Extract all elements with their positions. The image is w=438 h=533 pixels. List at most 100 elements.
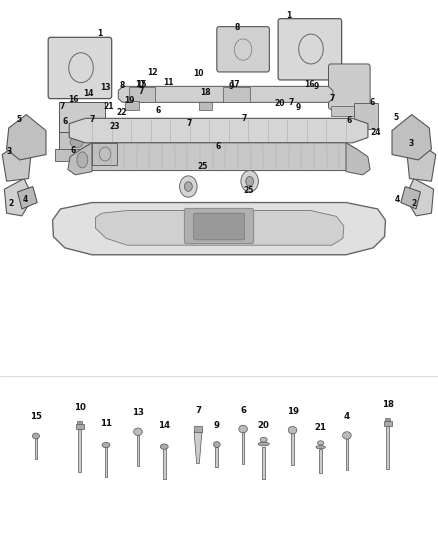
Ellipse shape bbox=[260, 437, 267, 442]
Circle shape bbox=[184, 182, 192, 191]
Bar bbox=[346, 438, 348, 470]
Bar bbox=[35, 438, 37, 459]
Polygon shape bbox=[18, 187, 37, 209]
Text: 18: 18 bbox=[381, 400, 394, 409]
Bar bbox=[291, 433, 294, 465]
Text: 14: 14 bbox=[158, 421, 170, 430]
Text: 12: 12 bbox=[147, 68, 158, 77]
Bar bbox=[137, 434, 139, 466]
FancyBboxPatch shape bbox=[328, 64, 370, 109]
FancyBboxPatch shape bbox=[184, 208, 254, 244]
Text: 7: 7 bbox=[89, 116, 95, 124]
Text: 6: 6 bbox=[347, 117, 352, 125]
Text: 22: 22 bbox=[117, 109, 127, 117]
Text: 20: 20 bbox=[258, 421, 270, 430]
Ellipse shape bbox=[316, 446, 325, 449]
Ellipse shape bbox=[77, 152, 88, 168]
Text: 2: 2 bbox=[412, 199, 417, 208]
Circle shape bbox=[241, 171, 258, 192]
Text: 9: 9 bbox=[214, 421, 220, 430]
Ellipse shape bbox=[134, 428, 142, 435]
Polygon shape bbox=[407, 144, 436, 181]
Text: 7: 7 bbox=[187, 119, 192, 128]
Bar bbox=[319, 449, 322, 473]
Text: 3: 3 bbox=[6, 148, 11, 156]
Text: 8: 8 bbox=[119, 81, 124, 90]
Polygon shape bbox=[2, 144, 31, 181]
Text: 11: 11 bbox=[163, 78, 174, 86]
Text: 14: 14 bbox=[83, 89, 94, 98]
FancyBboxPatch shape bbox=[199, 102, 212, 110]
Bar bbox=[215, 447, 218, 467]
Text: 21: 21 bbox=[103, 102, 114, 111]
Polygon shape bbox=[68, 143, 92, 175]
Text: 9: 9 bbox=[229, 82, 234, 91]
Ellipse shape bbox=[258, 442, 269, 446]
Text: 13: 13 bbox=[100, 84, 110, 92]
Text: 17: 17 bbox=[229, 80, 240, 88]
FancyBboxPatch shape bbox=[129, 87, 155, 102]
Circle shape bbox=[180, 176, 197, 197]
Polygon shape bbox=[7, 115, 46, 160]
Circle shape bbox=[246, 176, 254, 186]
Text: 11: 11 bbox=[100, 419, 112, 428]
Text: 15: 15 bbox=[136, 80, 146, 88]
Ellipse shape bbox=[160, 444, 168, 449]
FancyBboxPatch shape bbox=[59, 102, 105, 133]
Ellipse shape bbox=[318, 441, 324, 445]
Polygon shape bbox=[405, 179, 434, 216]
Polygon shape bbox=[401, 187, 420, 209]
FancyBboxPatch shape bbox=[223, 87, 250, 102]
Ellipse shape bbox=[102, 442, 110, 448]
Text: 15: 15 bbox=[30, 412, 42, 421]
Ellipse shape bbox=[288, 426, 297, 434]
Text: 19: 19 bbox=[286, 407, 299, 416]
Ellipse shape bbox=[239, 425, 247, 433]
FancyBboxPatch shape bbox=[55, 149, 83, 161]
Text: 6: 6 bbox=[71, 146, 76, 155]
FancyBboxPatch shape bbox=[278, 19, 342, 80]
Bar bbox=[76, 424, 84, 429]
Text: 7: 7 bbox=[138, 87, 144, 96]
Ellipse shape bbox=[213, 441, 220, 448]
FancyBboxPatch shape bbox=[125, 101, 139, 110]
Text: 5: 5 bbox=[16, 116, 21, 124]
Text: 19: 19 bbox=[124, 96, 134, 104]
Polygon shape bbox=[194, 432, 202, 464]
Text: 18: 18 bbox=[200, 88, 210, 97]
Bar bbox=[163, 447, 166, 479]
FancyBboxPatch shape bbox=[92, 143, 117, 165]
FancyBboxPatch shape bbox=[217, 27, 269, 72]
FancyBboxPatch shape bbox=[354, 103, 378, 129]
Text: 25: 25 bbox=[244, 186, 254, 195]
Polygon shape bbox=[346, 143, 370, 175]
Polygon shape bbox=[81, 143, 357, 171]
Bar bbox=[384, 421, 392, 426]
Text: 5: 5 bbox=[394, 113, 399, 122]
Text: 7: 7 bbox=[329, 94, 335, 103]
Text: 9: 9 bbox=[295, 103, 300, 112]
Text: 24: 24 bbox=[371, 128, 381, 136]
Bar bbox=[242, 432, 244, 464]
Bar bbox=[262, 447, 265, 479]
Bar bbox=[386, 426, 389, 469]
Text: 6: 6 bbox=[62, 117, 67, 126]
Text: 3: 3 bbox=[408, 140, 413, 148]
Text: 10: 10 bbox=[74, 403, 86, 412]
Text: 25: 25 bbox=[197, 162, 208, 171]
Text: 7: 7 bbox=[289, 98, 294, 107]
Text: 21: 21 bbox=[314, 423, 327, 432]
Polygon shape bbox=[4, 179, 33, 216]
Polygon shape bbox=[118, 86, 333, 102]
Text: 7: 7 bbox=[242, 114, 247, 123]
Text: 6: 6 bbox=[240, 406, 246, 415]
Polygon shape bbox=[95, 211, 344, 245]
Text: 10: 10 bbox=[193, 69, 203, 78]
Text: 4: 4 bbox=[23, 196, 28, 204]
Text: 23: 23 bbox=[110, 123, 120, 131]
FancyBboxPatch shape bbox=[331, 106, 357, 116]
Bar bbox=[194, 426, 202, 432]
Bar bbox=[385, 418, 390, 421]
Bar bbox=[105, 445, 107, 477]
Ellipse shape bbox=[70, 137, 83, 148]
